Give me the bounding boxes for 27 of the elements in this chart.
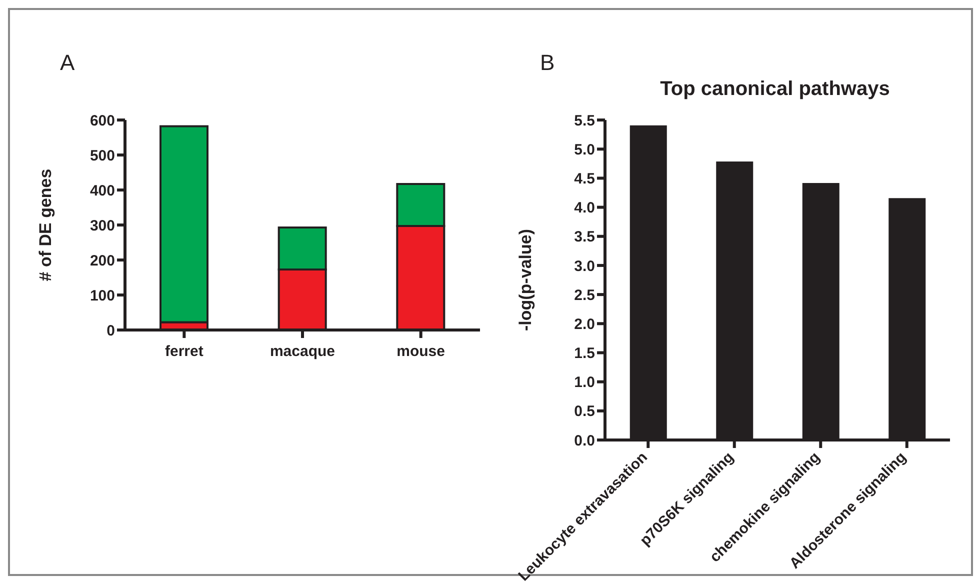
y-tick-label: 100 bbox=[90, 287, 115, 304]
y-tick-label: 1.5 bbox=[574, 345, 595, 362]
y-axis-title: # of DE genes bbox=[36, 168, 56, 282]
y-tick-label: 400 bbox=[90, 182, 115, 200]
y-tick-label: 4.5 bbox=[574, 170, 595, 188]
x-tick-label: mouse bbox=[396, 343, 446, 360]
y-tick-label: 200 bbox=[90, 252, 115, 270]
x-tick-label: ferret bbox=[164, 343, 204, 360]
y-tick-label: 0 bbox=[106, 322, 115, 340]
y-tick-label: 1.0 bbox=[574, 374, 595, 392]
y-tick-label: 0.0 bbox=[574, 432, 595, 450]
y-tick-label: 3.0 bbox=[574, 258, 595, 275]
chart-title: Top canonical pathways bbox=[659, 78, 891, 101]
text: A bbox=[60, 50, 75, 76]
x-tick-label: macaque bbox=[270, 343, 336, 360]
y-tick-label: 0.5 bbox=[574, 403, 595, 420]
y-tick-label: 4.0 bbox=[574, 200, 595, 217]
y-tick-label: 2.5 bbox=[574, 286, 595, 304]
y-tick-label: 600 bbox=[90, 112, 115, 130]
y-tick-label: 2.0 bbox=[574, 316, 595, 333]
y-tick-label: 500 bbox=[90, 147, 115, 164]
y-tick-label: 300 bbox=[90, 217, 115, 234]
text: B bbox=[540, 50, 555, 76]
y-axis-title: -log(p-value) bbox=[516, 229, 536, 331]
y-tick-label: 3.5 bbox=[574, 228, 595, 246]
y-tick-label: 5.0 bbox=[574, 141, 595, 158]
y-tick-label: 5.5 bbox=[574, 112, 595, 130]
